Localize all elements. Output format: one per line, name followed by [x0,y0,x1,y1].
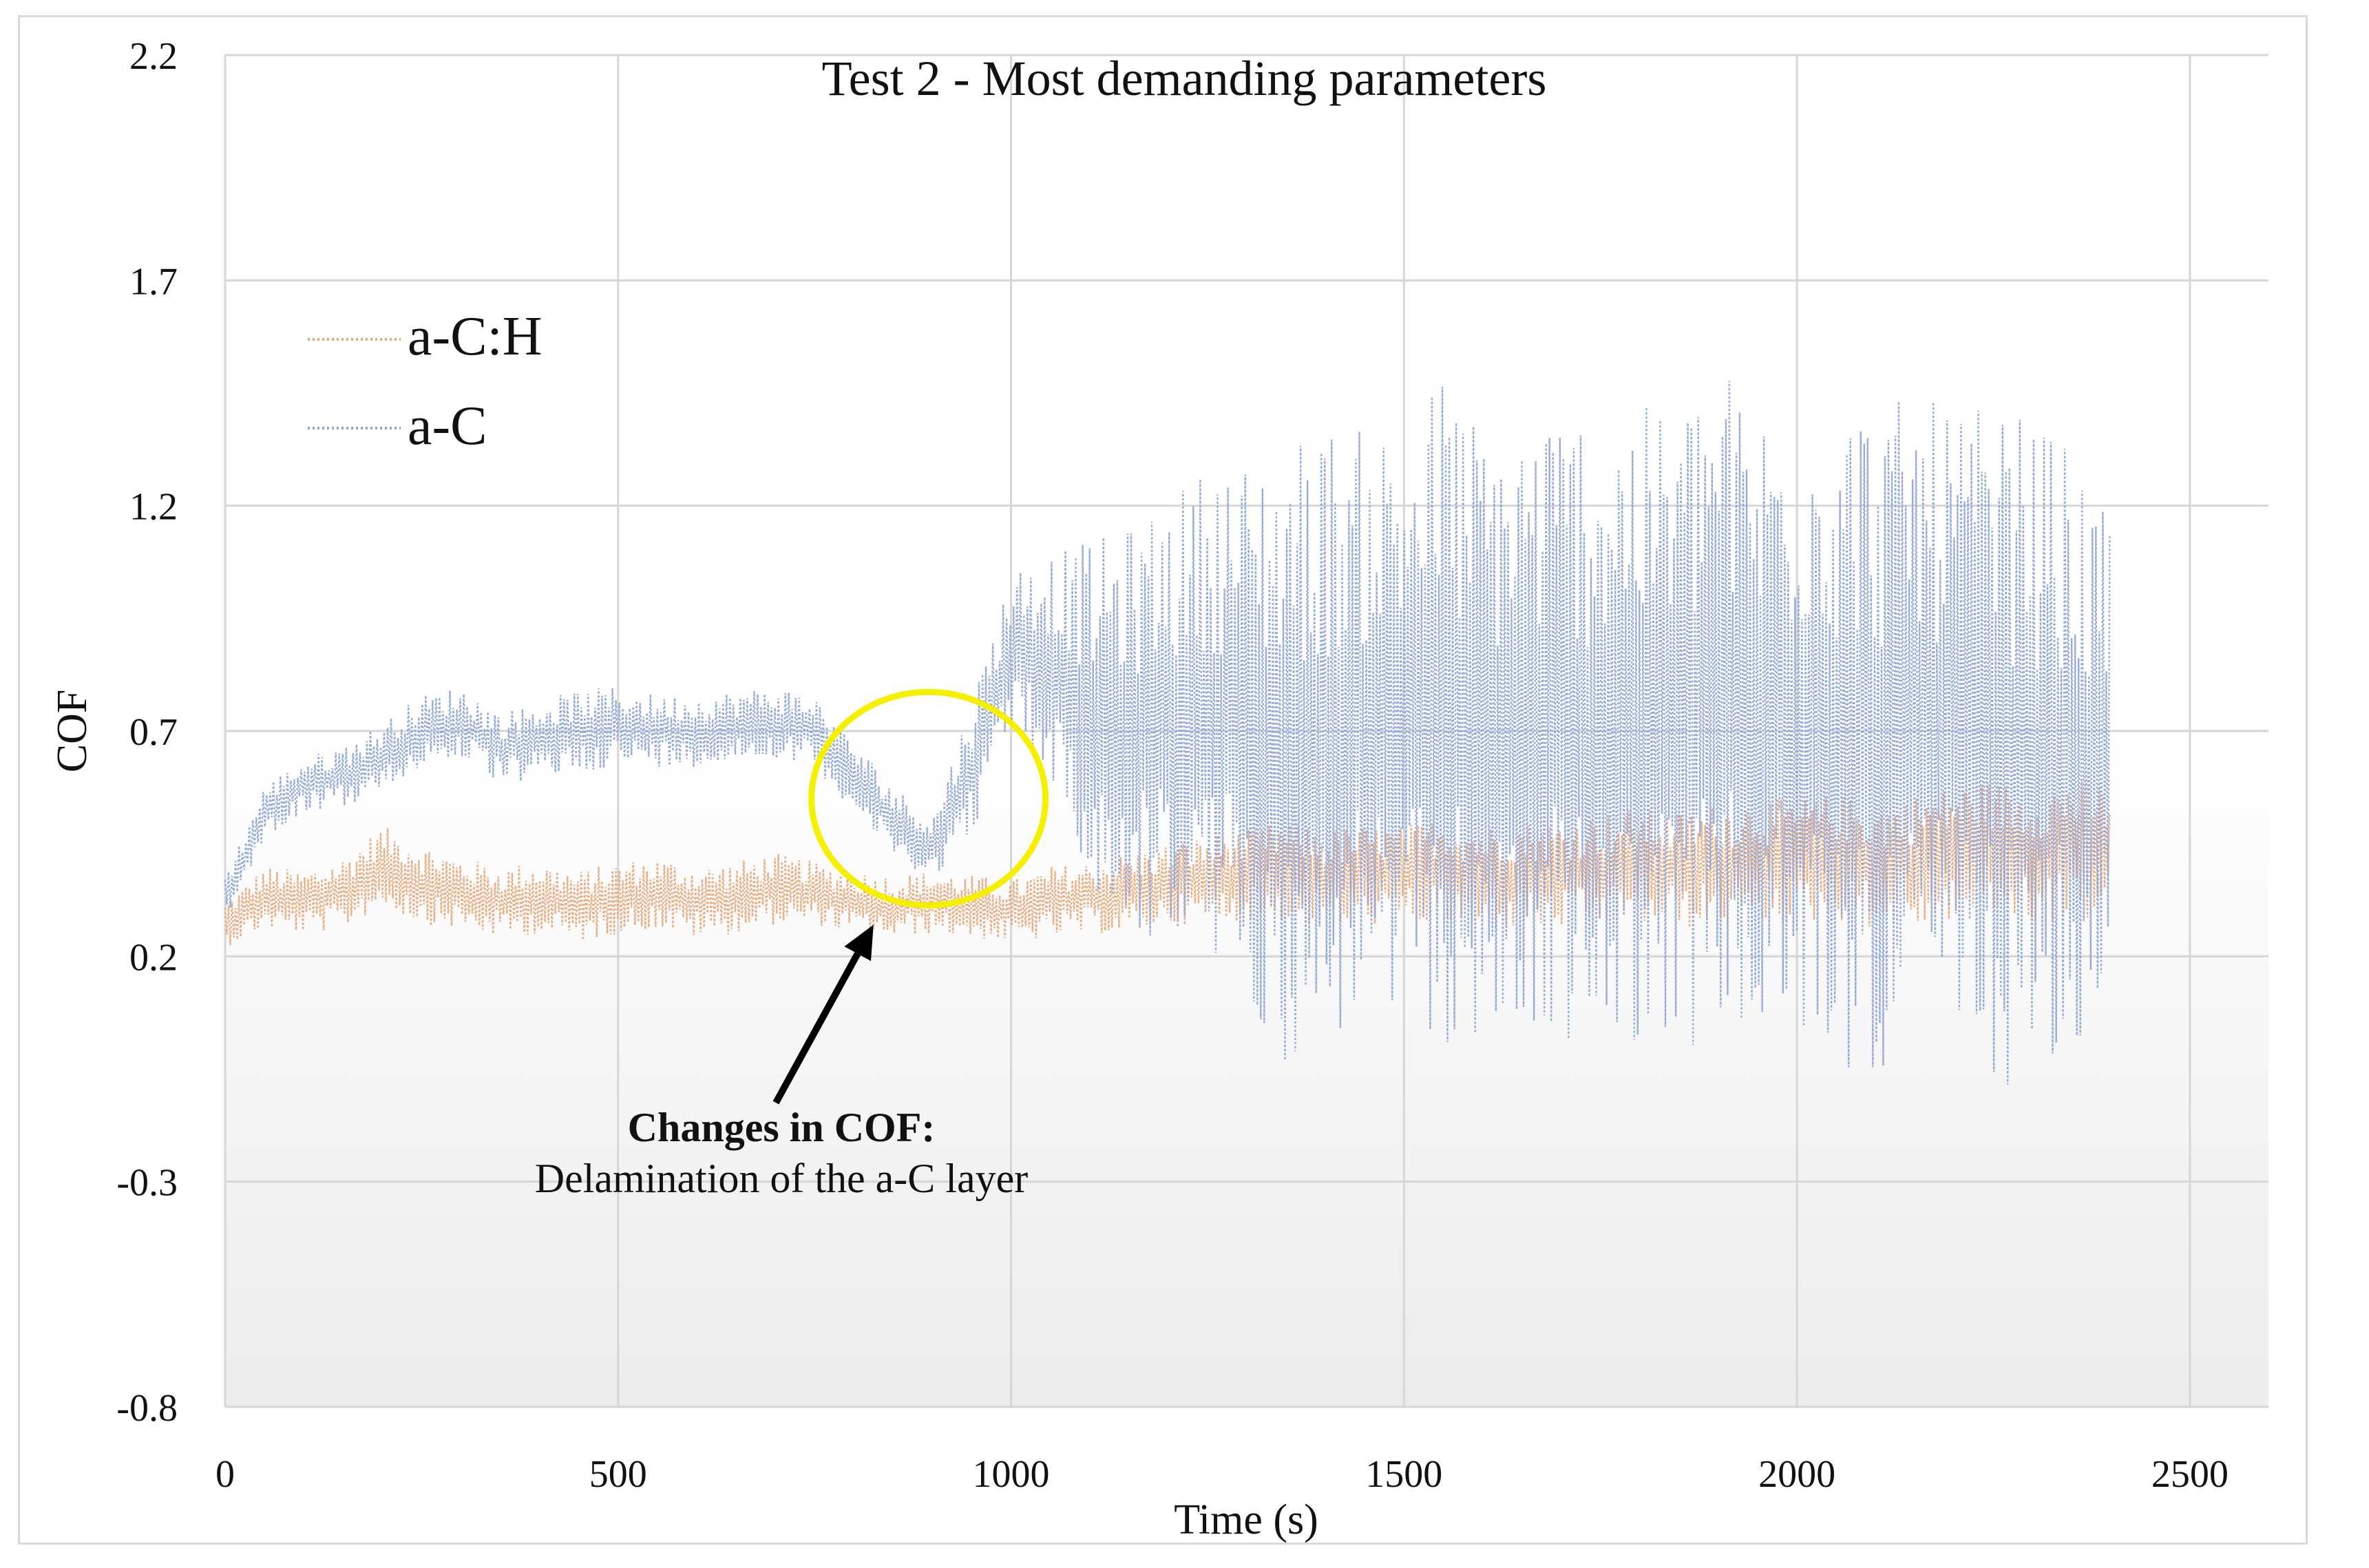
legend-label-ac: a-C [408,396,487,456]
series-line-ach [224,781,2111,945]
chart-title: Test 2 - Most demanding parameters [822,51,1547,106]
legend: a-C:H a-C [308,306,543,456]
annotation-arrowhead [844,924,874,962]
annotation-text: Delamination of the a-C layer [535,1156,1028,1201]
y-tick-label: 2.2 [129,35,178,78]
x-tick-label: 2500 [2151,1453,2229,1496]
series-layer [224,381,2111,1085]
y-tick-label: 0.2 [129,936,178,979]
x-tick-label: 500 [589,1453,647,1496]
x-tick-label: 2000 [1758,1453,1835,1496]
x-tick-label: 1000 [973,1453,1050,1496]
y-tick-label: 1.7 [129,260,178,303]
legend-label-ach: a-C:H [408,306,543,367]
x-tick-label: 1500 [1365,1453,1442,1496]
y-tick-label: -0.3 [116,1162,178,1205]
highlight-circle [808,688,1049,909]
y-tick-label: 1.2 [129,486,178,529]
annotation-delamination: Changes in COF: Delamination of the a-C … [535,688,1049,1201]
y-tick-label: 0.7 [129,711,178,754]
annotation-arrow [772,952,861,1105]
tick-labels: -0.8 -0.3 0.2 0.7 1.2 1.7 2.2 0 500 1000 1500 2000 2… [116,35,2229,1496]
series-line-ac [224,381,2111,1085]
x-axis-label: Time (s) [1174,1496,1318,1543]
y-axis-label: COF [49,690,96,773]
annotation-title: Changes in COF: [628,1105,936,1150]
y-tick-label: -0.8 [116,1387,178,1430]
x-tick-label: 0 [215,1453,235,1496]
